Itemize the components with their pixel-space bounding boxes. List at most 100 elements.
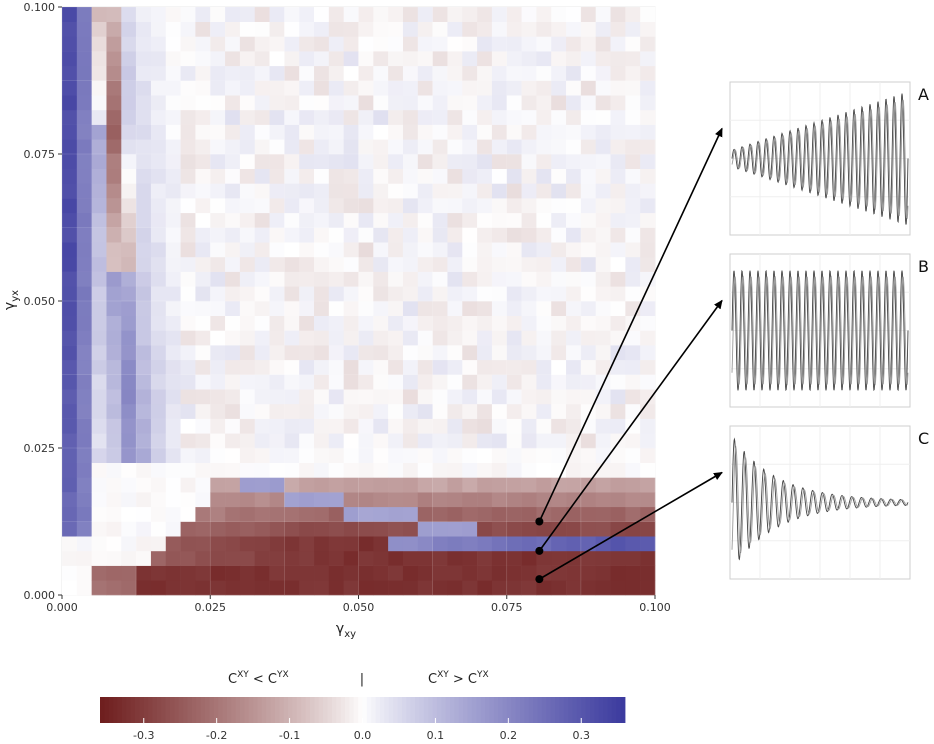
heatmap-cell xyxy=(180,7,196,22)
heatmap-cell xyxy=(195,433,211,449)
heatmap-cell xyxy=(388,521,404,537)
heatmap-cell xyxy=(225,565,241,581)
colorbar-left-sup1: XY xyxy=(237,670,249,680)
colorbar-strip xyxy=(253,697,258,723)
heatmap-cell xyxy=(136,227,152,243)
heatmap-cell xyxy=(314,51,330,67)
heatmap-cell xyxy=(76,389,92,405)
heatmap-cell xyxy=(388,301,404,316)
heatmap-cell xyxy=(417,492,433,508)
heatmap-cell xyxy=(551,506,567,522)
heatmap-cell xyxy=(269,550,285,566)
heatmap-cell xyxy=(536,109,552,125)
heatmap-cell xyxy=(299,95,315,111)
heatmap-cell xyxy=(373,271,389,287)
heatmap-cell xyxy=(417,109,433,125)
heatmap-cell xyxy=(328,168,344,184)
heatmap-cell xyxy=(210,536,226,552)
heatmap-cell xyxy=(566,301,582,316)
heatmap-cell xyxy=(506,124,522,140)
heatmap-cell xyxy=(610,506,626,522)
heatmap-cell xyxy=(328,198,344,214)
heatmap-cell xyxy=(343,65,359,81)
heatmap-cell xyxy=(402,139,419,155)
heatmap-cell xyxy=(225,286,241,302)
heatmap-cell xyxy=(477,227,493,243)
heatmap-cell xyxy=(462,477,478,493)
heatmap-cell xyxy=(595,227,611,243)
heatmap-cell xyxy=(551,580,567,596)
heatmap-cell xyxy=(299,359,315,375)
heatmap-cell xyxy=(106,580,122,596)
heatmap-cell xyxy=(165,301,181,316)
heatmap-cell xyxy=(343,95,359,111)
heatmap-cell xyxy=(269,462,285,478)
heatmap-cell xyxy=(640,345,656,361)
heatmap-cell xyxy=(447,65,463,81)
heatmap-cell xyxy=(506,330,522,346)
heatmap-cell xyxy=(180,433,196,449)
heatmap-cell xyxy=(195,21,211,37)
heatmap-cell xyxy=(180,124,196,140)
heatmap-cell xyxy=(595,403,611,419)
heatmap-cell xyxy=(432,227,448,243)
heatmap-cell xyxy=(536,301,552,316)
heatmap-cell xyxy=(195,242,211,258)
heatmap-cell xyxy=(580,95,597,111)
heatmap-cell xyxy=(225,95,241,111)
heatmap-cell xyxy=(106,124,122,140)
heatmap-cell xyxy=(150,183,167,199)
heatmap-cell xyxy=(76,521,92,537)
heatmap-cell xyxy=(165,389,181,405)
heatmap-cell xyxy=(150,345,167,361)
heatmap-cell xyxy=(165,154,181,169)
heatmap-cell xyxy=(91,462,107,478)
heatmap-cell xyxy=(239,168,256,184)
heatmap-cell xyxy=(402,51,419,67)
heatmap-cell xyxy=(239,154,256,169)
heatmap-cell xyxy=(477,256,493,272)
x-tick-label: 0.050 xyxy=(343,601,375,614)
colorbar-strip xyxy=(196,697,202,723)
heatmap-cell xyxy=(239,51,256,67)
heatmap-cell xyxy=(210,242,226,258)
heatmap-cell xyxy=(388,139,404,155)
heatmap-cell xyxy=(417,374,433,390)
heatmap-cell xyxy=(225,521,241,537)
heatmap-cell xyxy=(62,36,78,52)
heatmap-cell xyxy=(402,315,419,331)
colorbar-strip xyxy=(590,697,595,723)
heatmap-cell xyxy=(402,271,419,287)
heatmap-cell xyxy=(477,124,493,140)
heatmap-cell xyxy=(284,389,300,405)
heatmap-cell xyxy=(269,477,285,493)
heatmap-cell xyxy=(91,301,107,316)
heatmap-cell xyxy=(180,315,196,331)
heatmap-cell xyxy=(477,580,493,596)
heatmap-cell xyxy=(551,403,567,419)
heatmap-cell xyxy=(254,301,270,316)
heatmap-cell xyxy=(477,536,493,552)
heatmap-cell xyxy=(150,359,167,375)
x-tick-label: 0.025 xyxy=(195,601,227,614)
heatmap-cell xyxy=(210,345,226,361)
heatmap-cell xyxy=(373,448,389,463)
heatmap-cell xyxy=(610,139,626,155)
heatmap-cell xyxy=(358,227,374,243)
heatmap-cell xyxy=(180,418,196,434)
heatmap-cell xyxy=(358,109,374,125)
heatmap-cell xyxy=(62,198,78,214)
heatmap-cell xyxy=(180,374,196,390)
heatmap-cell xyxy=(328,21,344,37)
heatmap-cell xyxy=(106,109,122,125)
heatmap-cell xyxy=(343,433,359,449)
heatmap-cell xyxy=(343,286,359,302)
heatmap-cell xyxy=(595,256,611,272)
heatmap-cell xyxy=(210,95,226,111)
heatmap-cell xyxy=(551,80,567,96)
heatmap-cell xyxy=(343,536,359,552)
heatmap-cell xyxy=(328,389,344,405)
heatmap-cell xyxy=(210,550,226,566)
heatmap-cell xyxy=(566,418,582,434)
heatmap-cell xyxy=(106,345,122,361)
